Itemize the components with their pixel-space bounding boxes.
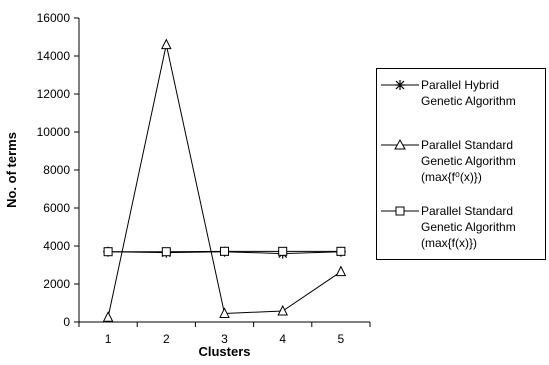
- x-tick-label: 5: [338, 332, 345, 346]
- legend-triangle-marker: [381, 138, 419, 150]
- triangle-marker: [102, 311, 114, 322]
- series-layer: [102, 38, 347, 322]
- y-tick-label: 14000: [37, 49, 71, 63]
- chart-axes: 0 2000 4000 6000 8000 10000 12000 14000 16000 1 2 3…: [37, 11, 371, 346]
- y-tick-label: 2000: [43, 277, 70, 291]
- y-tick-label: 6000: [43, 201, 70, 215]
- legend-label-hybrid: Parallel Hybrid Genetic Algorithm: [421, 78, 516, 108]
- y-tick-label: 12000: [37, 87, 71, 101]
- x-tick-label: 3: [221, 332, 228, 346]
- y-tick-label: 0: [63, 315, 70, 329]
- y-tick-label: 4000: [43, 239, 70, 253]
- square-marker: [103, 247, 113, 257]
- triangle-marker: [277, 304, 289, 316]
- y-tick-label: 10000: [37, 125, 71, 139]
- legend-label-standard-f: Parallel Standard Genetic Algorithm (max…: [421, 204, 516, 250]
- y-tick-label: 8000: [43, 163, 70, 177]
- y-tick-label: 16000: [37, 11, 71, 25]
- x-tick-label: 2: [163, 332, 170, 346]
- square-marker: [220, 246, 229, 256]
- series-square: [103, 246, 346, 257]
- x-tick-label: 1: [105, 332, 112, 346]
- y-axis-label: No. of terms: [4, 132, 19, 208]
- triangle-marker: [160, 38, 172, 50]
- square-marker: [161, 247, 171, 257]
- legend-square-marker: [381, 206, 419, 216]
- x-tick-label: 4: [279, 332, 286, 346]
- legend-label-standard-f0: Parallel Standard Genetic Algorithm (max…: [421, 138, 516, 184]
- series-line: [107, 44, 342, 318]
- triangle-marker: [219, 307, 230, 318]
- triangle-marker: [335, 265, 347, 277]
- legend: Parallel Hybrid Genetic Algorithm Parall…: [376, 68, 546, 260]
- square-marker: [336, 246, 346, 256]
- square-marker: [278, 246, 288, 256]
- series-triangle: [102, 38, 347, 322]
- x-axis-label: Clusters: [198, 344, 250, 359]
- legend-star-marker: [381, 80, 419, 90]
